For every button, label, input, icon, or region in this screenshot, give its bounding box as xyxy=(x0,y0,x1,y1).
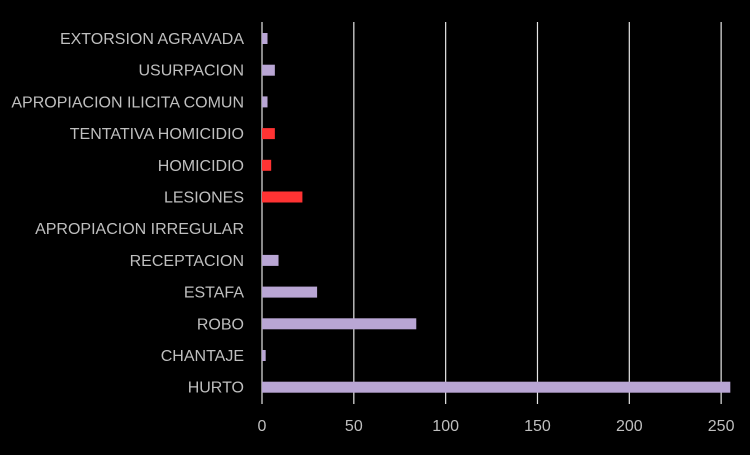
category-label: ESTAFA xyxy=(184,285,244,302)
bar-receptacion xyxy=(262,254,279,266)
x-tick-label: 200 xyxy=(616,418,643,435)
category-label: HOMICIDIO xyxy=(158,158,244,175)
bar-hurto xyxy=(262,381,731,393)
bar-chantaje xyxy=(262,350,266,361)
bar-tentativa-homicidio xyxy=(262,128,275,140)
category-labels: EXTORSION AGRAVADA USURPACION APROPIACION … xyxy=(11,31,244,397)
x-tick-label: 0 xyxy=(258,418,267,435)
gridlines xyxy=(261,22,722,404)
category-label: CHANTAJE xyxy=(161,348,244,365)
x-tick-labels: 0 50 100 150 200 250 xyxy=(258,418,735,435)
category-label: RECEPTACION xyxy=(130,253,244,270)
category-label: USURPACION xyxy=(139,63,245,80)
bar-estafa xyxy=(262,286,318,298)
x-tick-label: 250 xyxy=(708,418,735,435)
bar-usurpacion xyxy=(262,64,275,76)
category-label: ROBO xyxy=(197,316,244,333)
bar-lesiones xyxy=(262,191,303,203)
bar-homicidio xyxy=(262,159,272,171)
category-label: LESIONES xyxy=(164,190,244,207)
x-tick-label: 100 xyxy=(432,418,459,435)
x-tick-label: 150 xyxy=(524,418,551,435)
x-tick-label: 50 xyxy=(345,418,363,435)
category-label: APROPIACION IRREGULAR xyxy=(35,221,244,238)
category-label: TENTATIVA HOMICIDIO xyxy=(70,126,244,143)
bar-extorsion-agravada xyxy=(262,33,268,44)
category-label: EXTORSION AGRAVADA xyxy=(60,31,244,48)
bars xyxy=(262,33,731,393)
category-label: APROPIACION ILICITA COMUN xyxy=(11,94,244,111)
bar-apropiacion-ilicita-comun xyxy=(262,96,268,108)
bar-robo xyxy=(262,318,417,330)
category-label: HURTO xyxy=(188,380,244,397)
